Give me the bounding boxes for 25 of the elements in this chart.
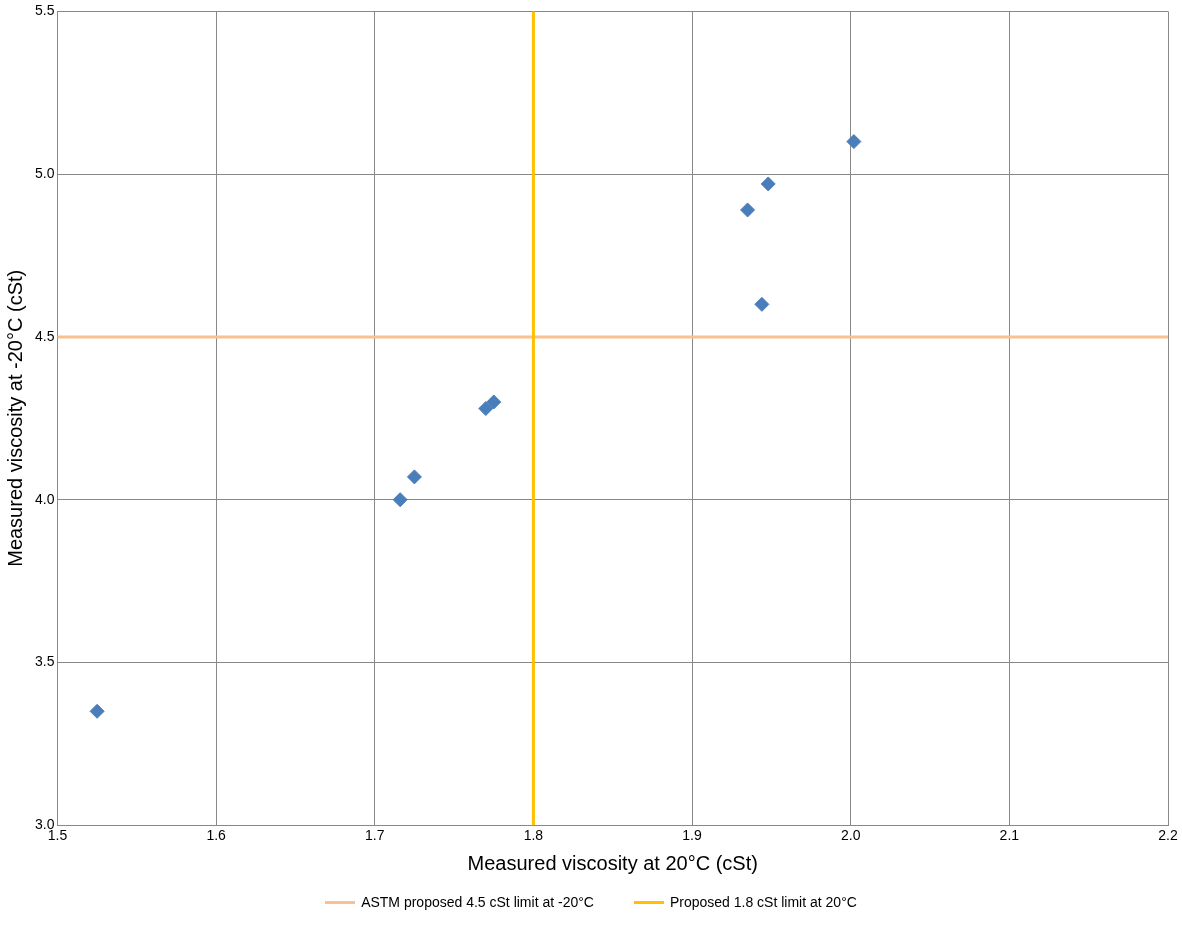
point [846, 134, 862, 150]
x-tick-label: 2.2 [1158, 827, 1178, 844]
point [478, 401, 494, 417]
x-tick-label: 2.0 [840, 827, 861, 844]
point [406, 469, 422, 485]
legend-label: ASTM proposed 4.5 cSt limit at -20°C [361, 894, 594, 910]
x-tick-label: 1.8 [523, 827, 544, 844]
y-tick-label: 5.0 [34, 165, 55, 182]
y-tick-label: 3.5 [34, 653, 55, 670]
x-tick-label: 1.9 [682, 827, 702, 844]
point [740, 202, 756, 218]
point [754, 296, 770, 312]
y-axis-title: Measured viscosity at -20°C (cSt) [3, 269, 26, 567]
x-tick-label: 1.6 [206, 827, 227, 844]
point [89, 703, 105, 719]
point [760, 176, 776, 192]
point [392, 492, 408, 508]
x-tick-label: 2.1 [999, 827, 1020, 844]
y-tick-label: 5.5 [34, 2, 55, 19]
x-axis-title: Measured viscosity at 20°C (cSt) [467, 851, 758, 874]
point [486, 394, 502, 410]
y-tick-label: 4.5 [34, 327, 55, 344]
legend-label: Proposed 1.8 cSt limit at 20°C [669, 894, 857, 910]
y-tick-label: 4.0 [34, 490, 55, 507]
x-tick-label: 1.7 [365, 827, 385, 844]
